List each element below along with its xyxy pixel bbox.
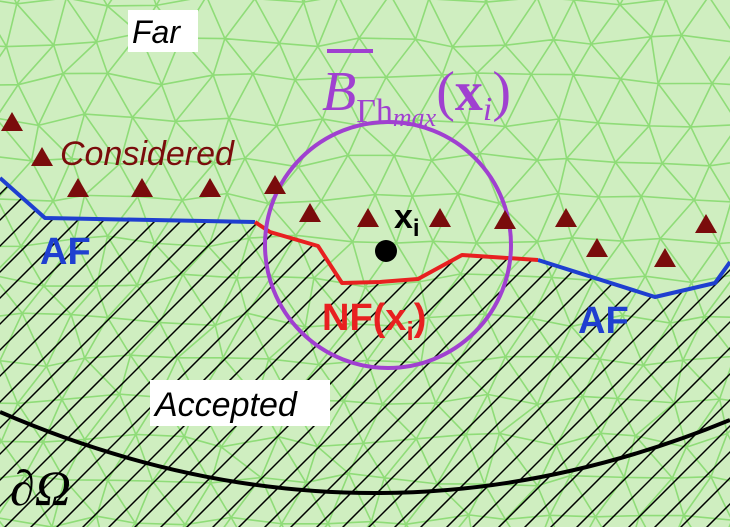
considered-marker (131, 178, 153, 197)
label-af-right: AF (578, 300, 629, 342)
considered-marker (31, 147, 53, 166)
ball-sub2: max (393, 103, 437, 132)
ball-circle (263, 120, 513, 370)
ball-arg-open: ( (436, 61, 455, 123)
considered-marker (264, 175, 286, 194)
nf-prefix: NF(x (322, 297, 406, 339)
accepted-front-right (537, 258, 730, 299)
label-xi: xi (394, 198, 420, 242)
ball-b: B (322, 61, 356, 123)
considered-markers (1, 112, 717, 267)
considered-marker (494, 210, 516, 229)
label-accepted: Accepted (153, 386, 298, 424)
label-ball: BΓhmax(xi) (322, 49, 511, 132)
considered-marker (199, 178, 221, 197)
xi-main: x (394, 198, 413, 236)
considered-marker (357, 208, 379, 227)
xi-point (375, 240, 397, 262)
ball-arg-x: x (455, 61, 483, 123)
label-nf: NF(xi) (322, 297, 426, 346)
ball-arg-i: i (483, 91, 492, 128)
label-considered: Considered (60, 135, 235, 173)
accepted-label-box (150, 380, 330, 426)
far-label-box (128, 10, 198, 52)
considered-marker (555, 208, 577, 227)
considered-marker (299, 203, 321, 222)
ball-sub: Γh (356, 93, 393, 130)
label-boundary: ∂Ω (10, 460, 71, 516)
domain-boundary (0, 410, 730, 495)
xi-sub: i (413, 215, 420, 242)
narrow-front (253, 220, 539, 285)
nf-sub: i (406, 316, 413, 346)
nf-suffix: ) (414, 297, 427, 339)
ball-arg-close: ) (492, 61, 511, 123)
ball-label-text: BΓhmax(xi) (322, 61, 511, 132)
label-af-left: AF (40, 231, 91, 273)
label-far: Far (132, 14, 181, 50)
considered-marker (695, 214, 717, 233)
accepted-front-left (0, 176, 256, 224)
considered-marker (429, 208, 451, 227)
considered-marker (654, 248, 676, 267)
considered-marker (67, 178, 89, 197)
considered-marker (586, 238, 608, 257)
considered-marker (1, 112, 23, 131)
